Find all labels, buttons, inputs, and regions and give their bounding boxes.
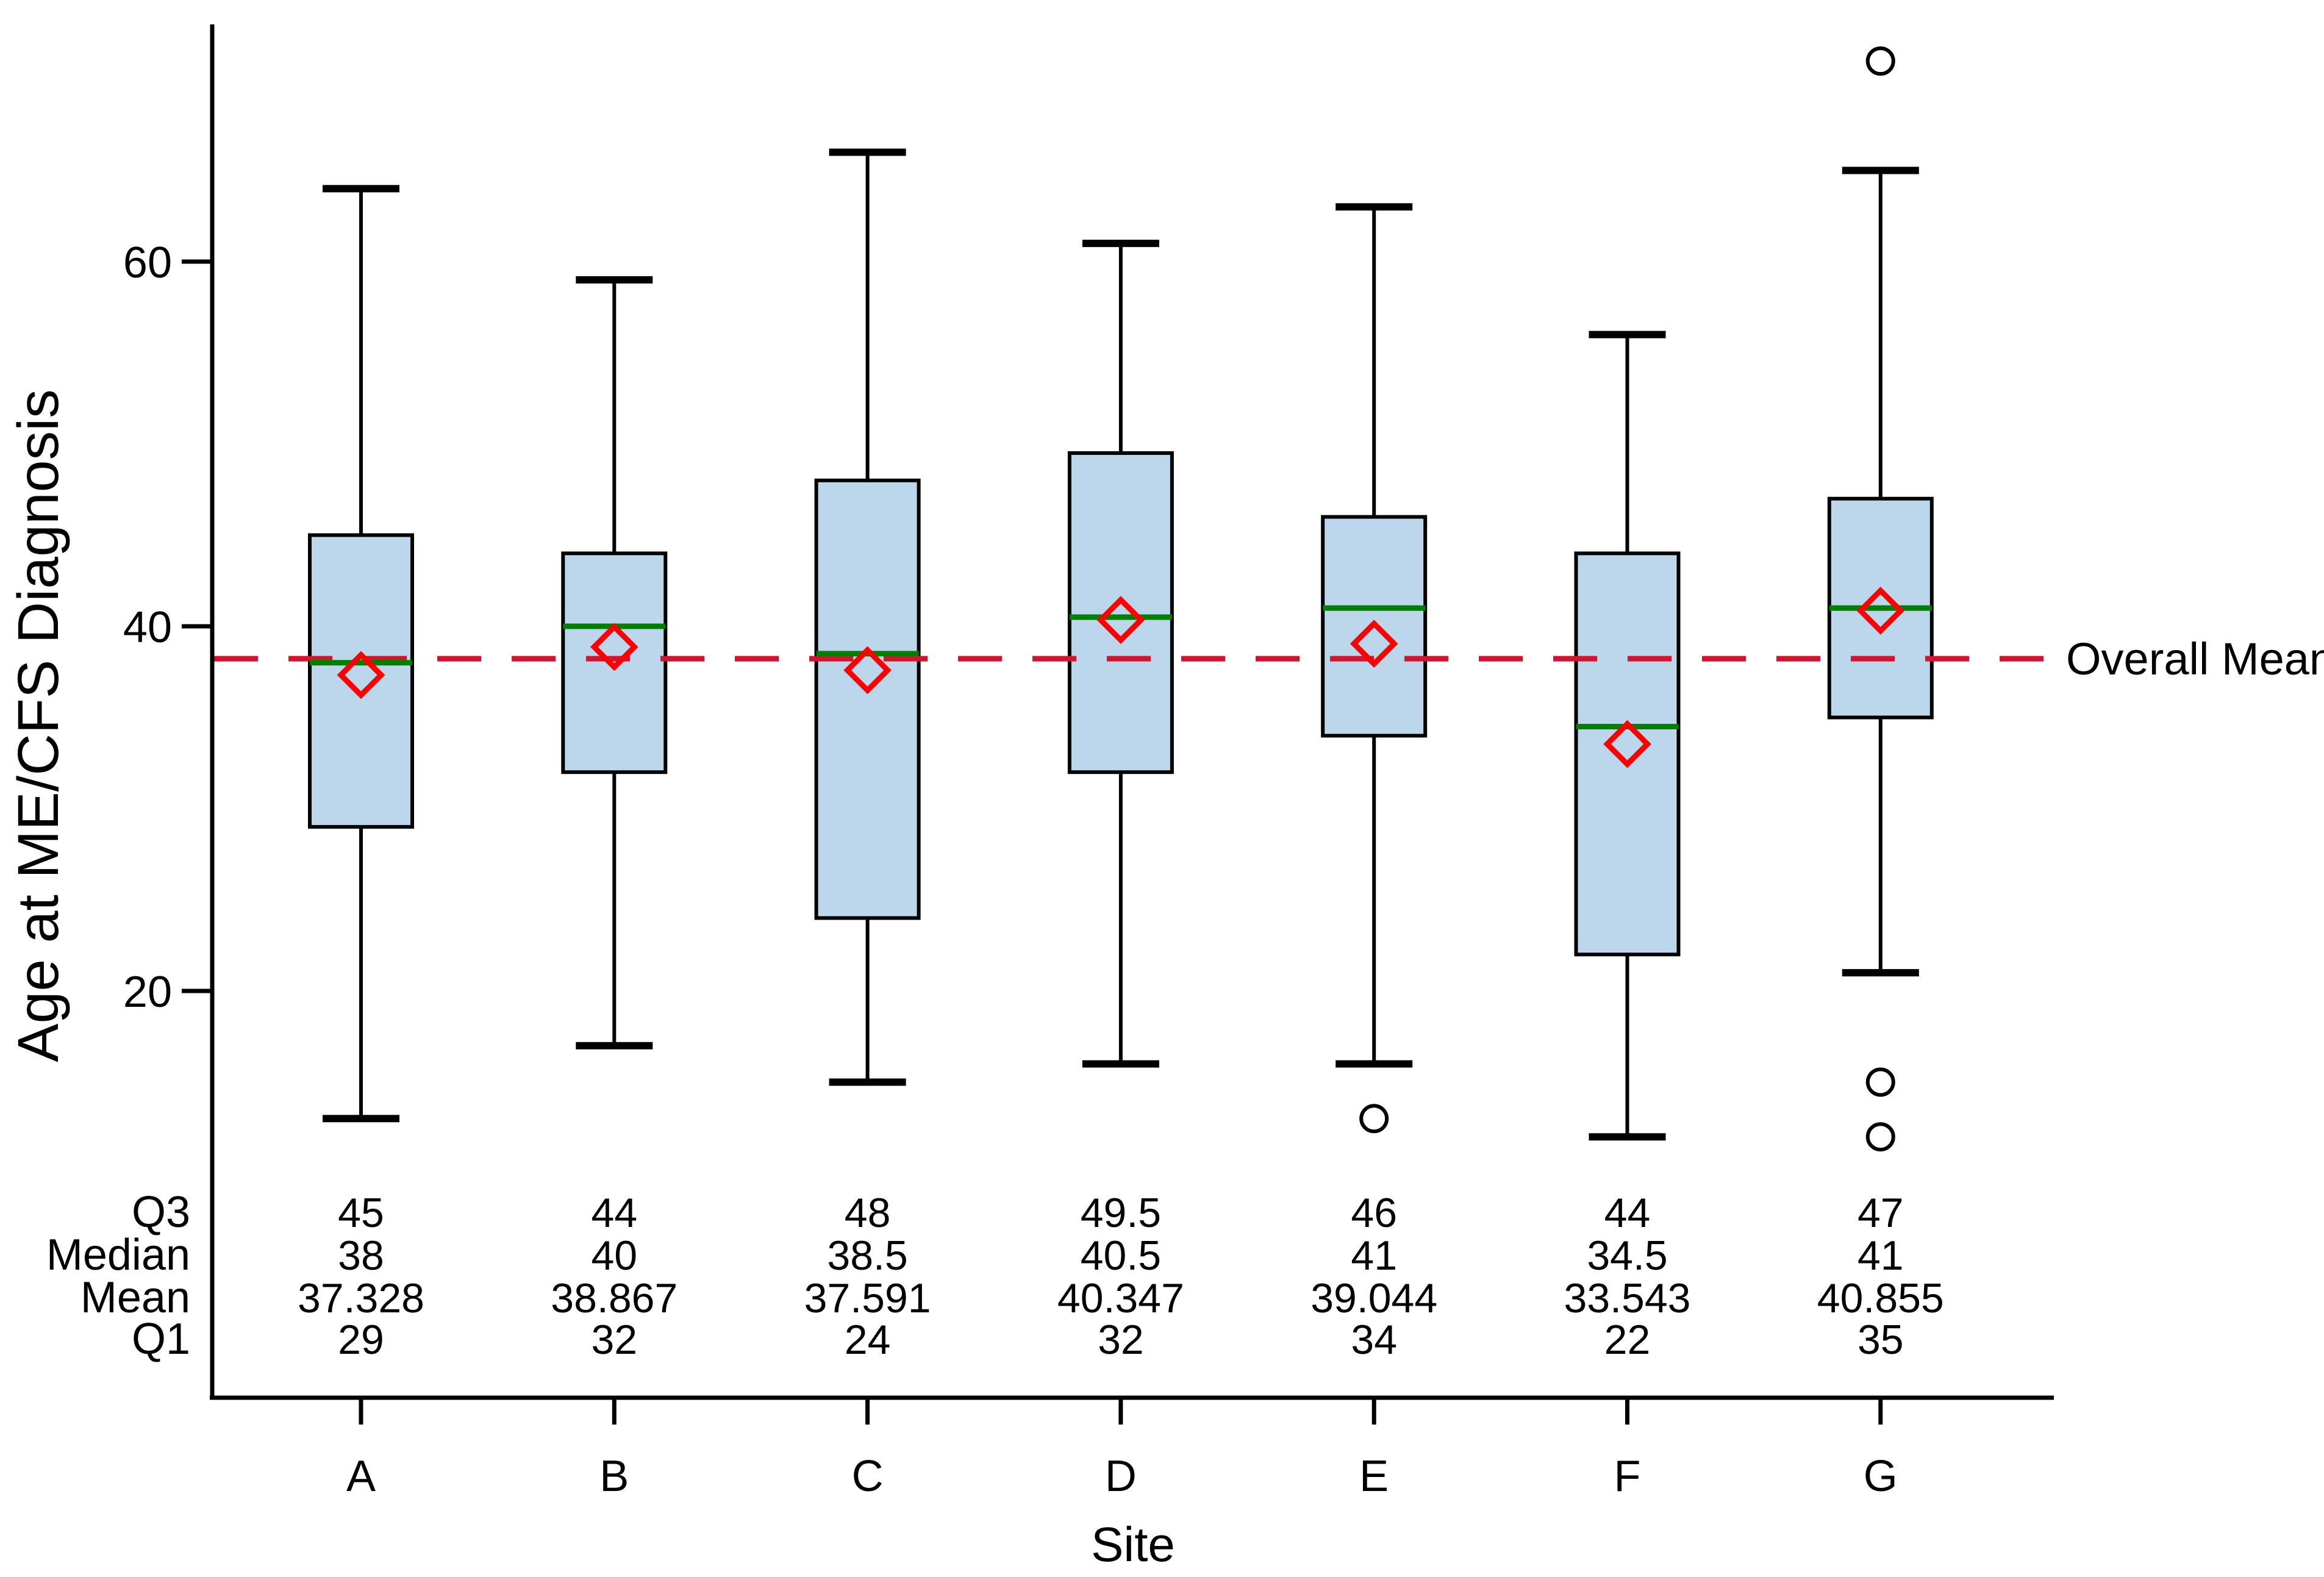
table-value-q3-site-e: 46 (1351, 1190, 1397, 1236)
box-site-c (814, 478, 921, 920)
table-row-label-median: Median (46, 1231, 190, 1279)
table-value-q3-site-c: 48 (845, 1190, 891, 1236)
table-value-q3-site-b: 44 (591, 1190, 637, 1236)
site-label-d: D (1105, 1452, 1137, 1501)
site-label-a: A (346, 1452, 376, 1501)
table-value-median-site-g: 41 (1857, 1232, 1904, 1279)
table-value-mean-site-e: 39.044 (1310, 1275, 1437, 1321)
mean-diamond-site-e (1350, 620, 1398, 668)
table-value-median-site-e: 41 (1351, 1232, 1397, 1279)
box-site-f (1574, 551, 1681, 957)
table-value-q1-site-e: 34 (1351, 1317, 1397, 1363)
chart-marks: 20 40 60 A B C D E F G Q3 45 44 48 49.5 46 44 47 Median 38 4… (46, 24, 2054, 1501)
table-value-mean-site-g: 40.855 (1817, 1275, 1944, 1321)
table-value-q1-site-f: 22 (1604, 1317, 1651, 1363)
table-value-q1-site-b: 32 (591, 1317, 637, 1363)
y-axis-title: Age at ME/CFS Diagnosis (6, 389, 71, 1062)
table-value-q1-site-c: 24 (845, 1317, 891, 1363)
mean-diamond-site-b (590, 623, 638, 671)
table-value-q3-site-a: 45 (338, 1190, 384, 1236)
site-label-b: B (599, 1452, 629, 1501)
y-tick-label-60: 60 (123, 238, 172, 287)
y-tick-label-20: 20 (123, 968, 172, 1017)
table-value-mean-site-f: 33.543 (1564, 1275, 1691, 1321)
table-value-q1-site-g: 35 (1857, 1317, 1904, 1363)
site-label-c: C (852, 1452, 884, 1501)
mean-diamond-site-c (843, 646, 892, 695)
table-value-q3-site-g: 47 (1857, 1190, 1904, 1236)
mean-diamond-site-d (1096, 596, 1145, 644)
table-row-label-mean: Mean (80, 1273, 190, 1322)
mean-diamond-site-f (1603, 720, 1651, 768)
table-row-label-q1: Q1 (132, 1315, 190, 1364)
table-value-q3-site-d: 49.5 (1081, 1190, 1161, 1236)
table-value-mean-site-b: 38.867 (551, 1275, 678, 1321)
table-value-median-site-f: 34.5 (1587, 1232, 1667, 1279)
box-site-a (308, 533, 414, 829)
table-value-median-site-a: 38 (338, 1232, 384, 1279)
table-value-mean-site-d: 40.347 (1057, 1275, 1184, 1321)
outlier-point-site-g (1865, 1122, 1895, 1152)
outlier-point-site-g (1865, 46, 1895, 76)
table-value-mean-site-c: 37.591 (804, 1275, 931, 1321)
table-value-median-site-c: 38.5 (827, 1232, 907, 1279)
site-label-e: E (1359, 1452, 1389, 1501)
table-value-q1-site-a: 29 (338, 1317, 384, 1363)
outlier-point-site-e (1359, 1104, 1389, 1134)
table-value-q3-site-f: 44 (1604, 1190, 1651, 1236)
table-value-median-site-b: 40 (591, 1232, 637, 1279)
table-value-mean-site-a: 37.328 (298, 1275, 424, 1321)
table-value-q1-site-d: 32 (1098, 1317, 1144, 1363)
box-site-b (561, 551, 668, 774)
y-tick-label-40: 40 (123, 603, 172, 652)
mean-diamond-site-g (1856, 587, 1905, 635)
box-site-d (1067, 451, 1174, 774)
outlier-point-site-g (1865, 1067, 1895, 1097)
mean-diamond-site-a (337, 651, 385, 699)
table-row-label-q3: Q3 (132, 1188, 190, 1237)
overall-mean-label: Overall Mean (2066, 634, 2324, 684)
table-value-median-site-d: 40.5 (1081, 1232, 1161, 1279)
x-axis-title: Site (1091, 1517, 1175, 1572)
site-label-f: F (1614, 1452, 1641, 1501)
site-label-g: G (1864, 1452, 1898, 1501)
